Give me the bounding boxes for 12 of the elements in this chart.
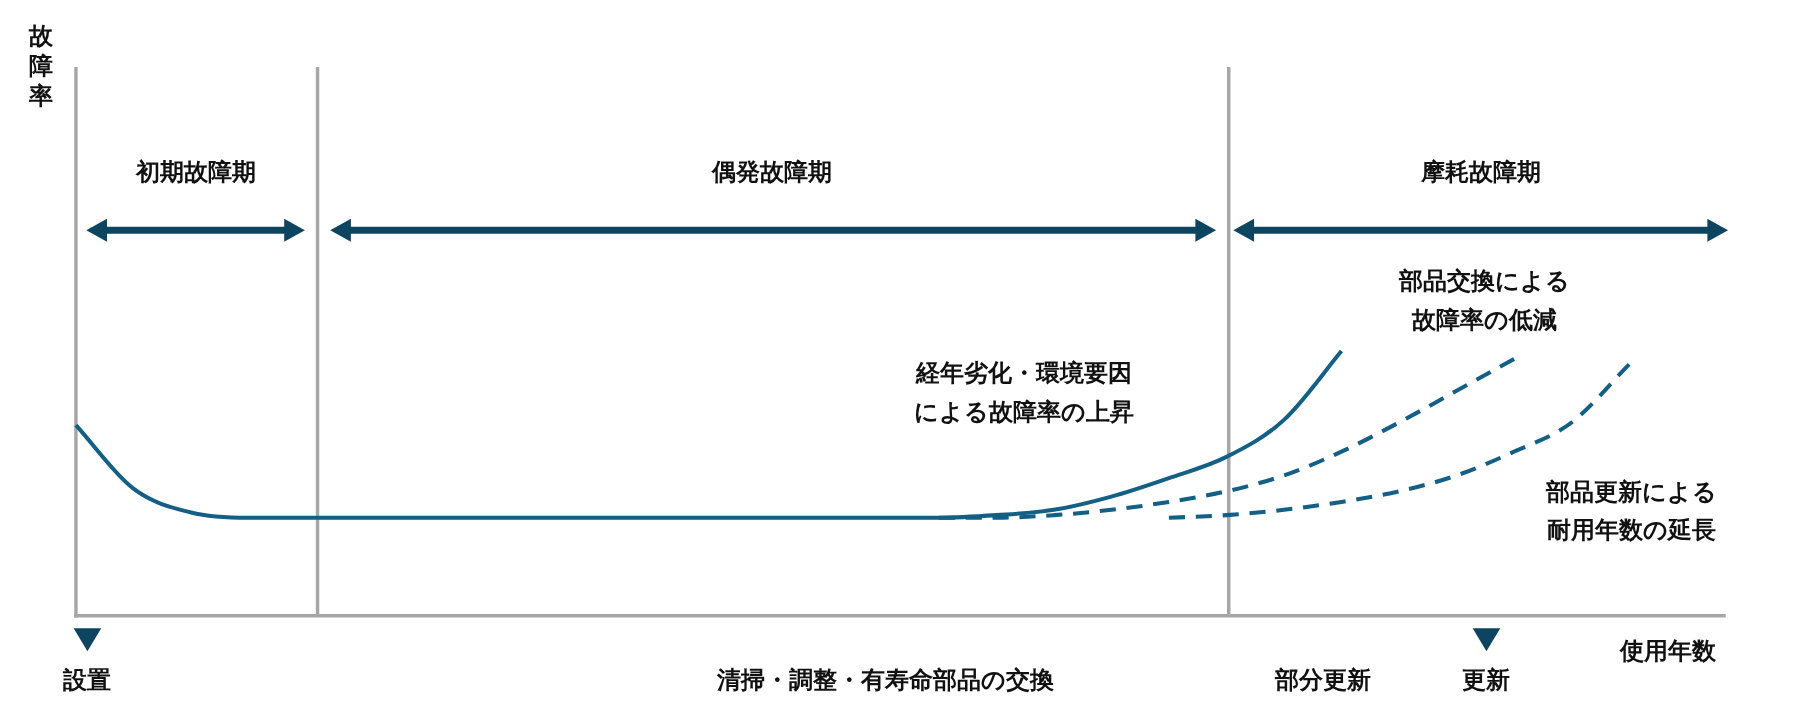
text: 部品交換による故障率の低減	[1397, 267, 1570, 334]
text: 部分更新	[1274, 666, 1372, 695]
text: 故障率	[28, 21, 55, 111]
text: 初期故障期	[134, 157, 256, 186]
x-axis-title: 使用年数	[1619, 637, 1718, 666]
annotation: 部品更新による耐用年数の延長	[1544, 477, 1717, 545]
text: 清掃・調整・有寿命部品の交換	[716, 666, 1055, 695]
text: 摩耗故障期	[1419, 157, 1541, 186]
annotation: 経年劣化・環境要因による故障率の上昇	[913, 359, 1134, 426]
text: 偶発故障期	[710, 157, 832, 186]
text: 更新	[1462, 666, 1511, 695]
text: 設置	[62, 666, 112, 695]
